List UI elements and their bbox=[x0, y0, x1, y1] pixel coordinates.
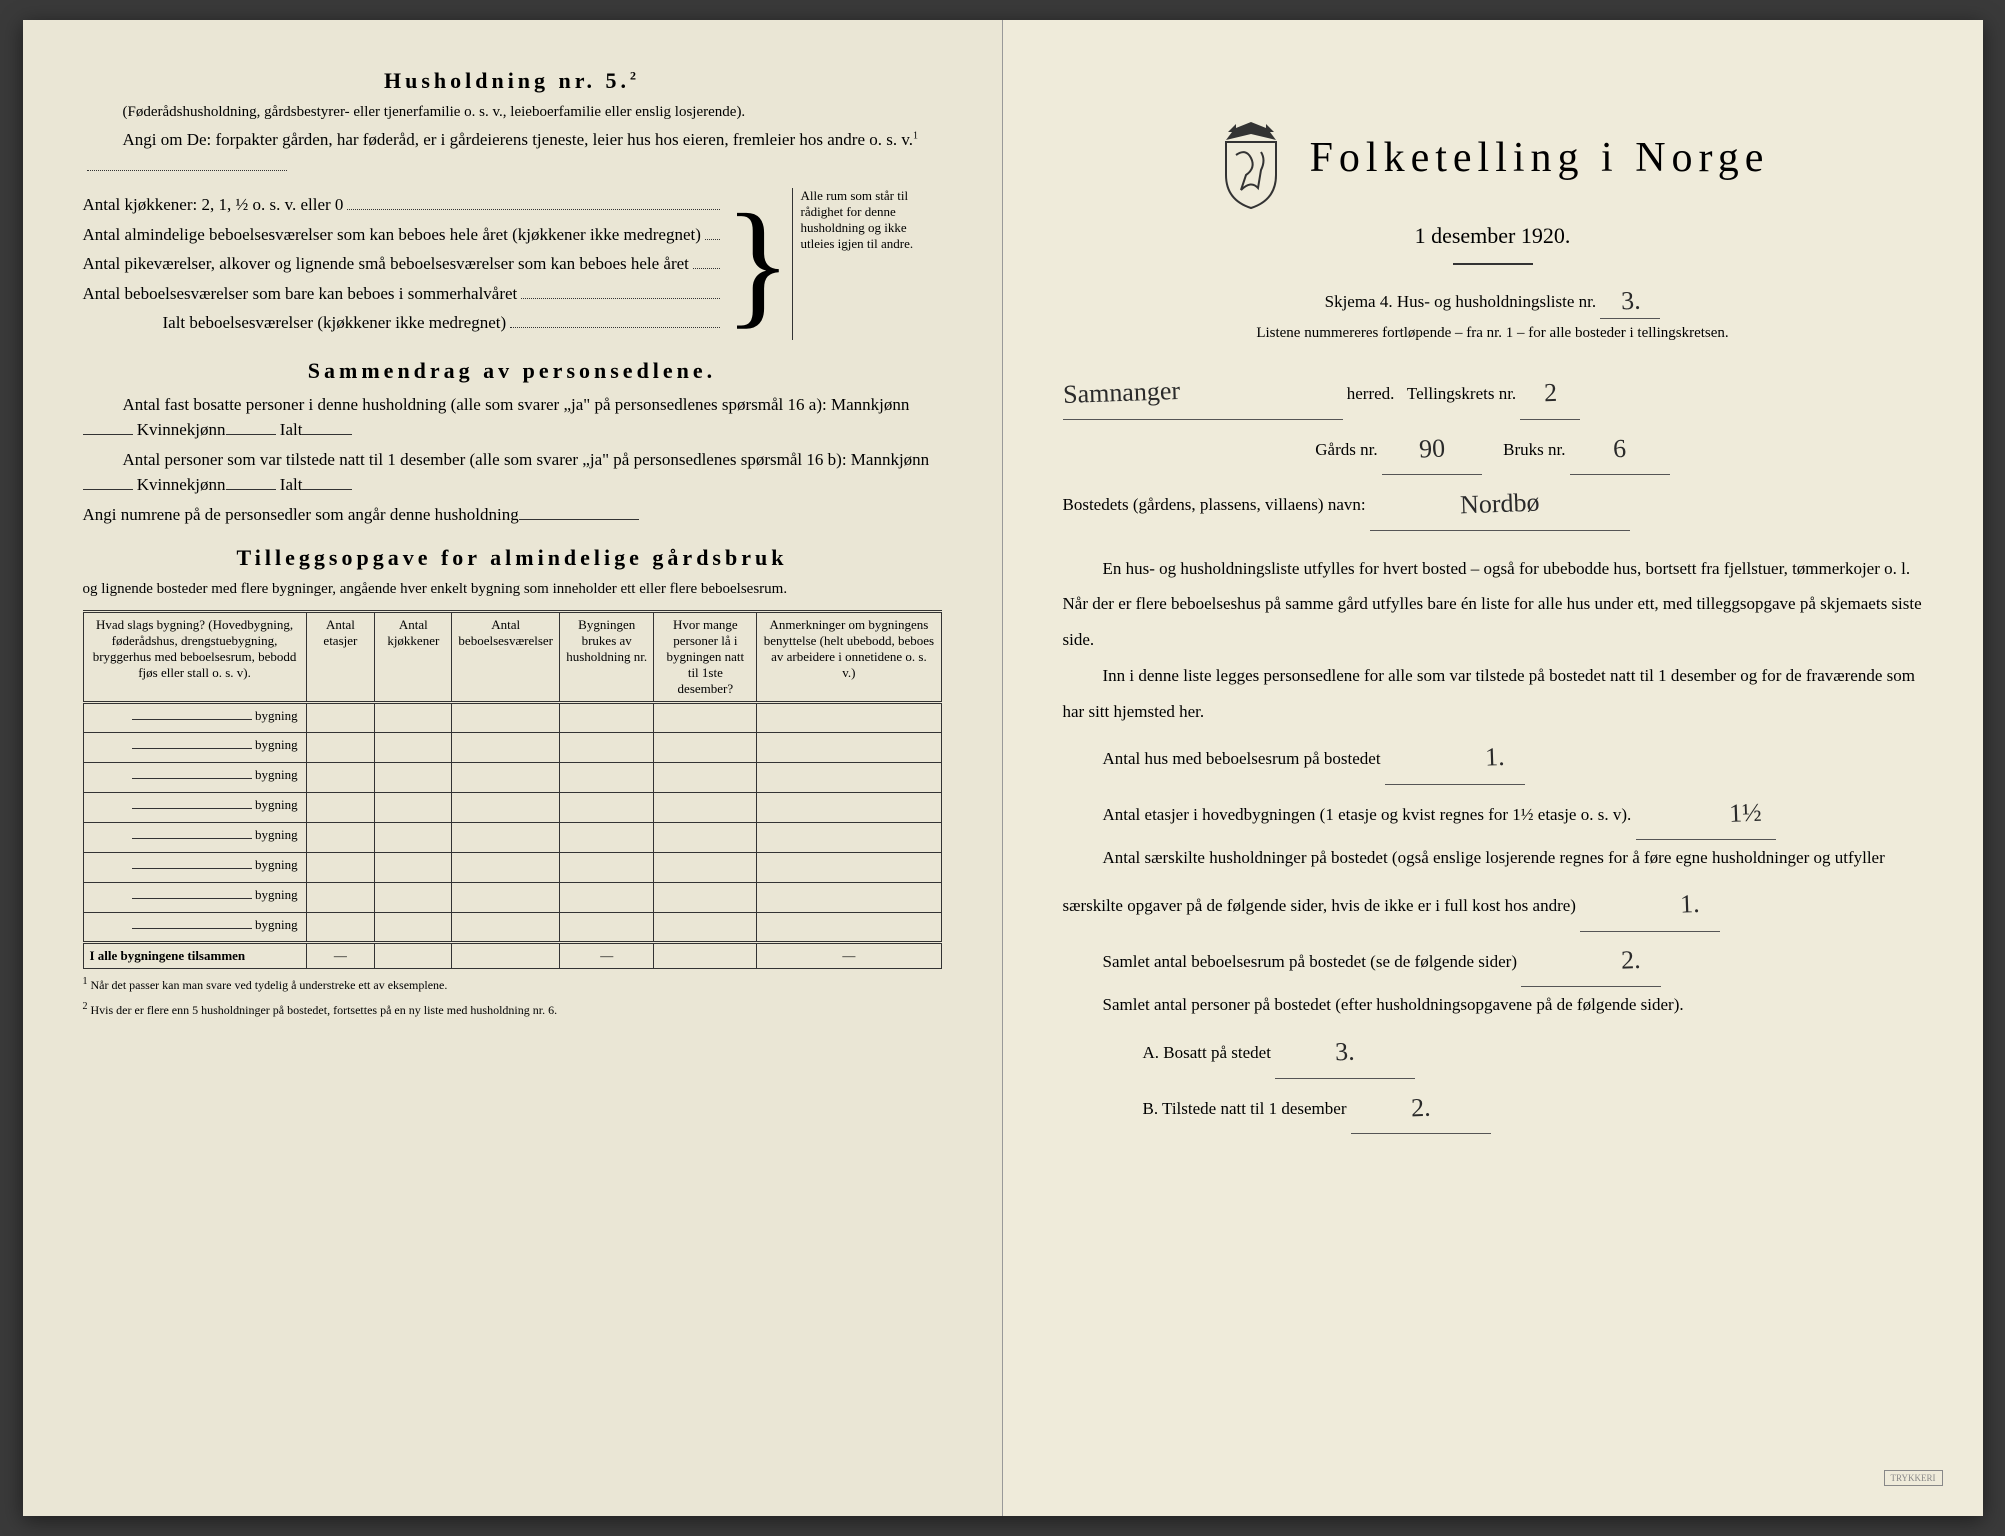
row-building-label: bygning bbox=[83, 913, 306, 943]
farm-table: Hvad slags bygning? (Hovedbygning, føder… bbox=[83, 610, 942, 969]
hus-line: Antal hus med beboelsesrum på bostedet 1… bbox=[1063, 729, 1923, 785]
rooms-alcove-label: Antal pikeværelser, alkover og lignende … bbox=[83, 251, 689, 277]
herred-line: Samnanger herred. Tellingskrets nr. 2 bbox=[1063, 364, 1923, 420]
table-row: bygning bbox=[83, 733, 941, 763]
summary-line1: Antal fast bosatte personer i denne hush… bbox=[83, 392, 942, 443]
persons-line: Samlet antal personer på bostedet (efter… bbox=[1063, 987, 1923, 1023]
hus-value: 1. bbox=[1444, 730, 1505, 787]
col-floors: Antal etasjer bbox=[306, 612, 375, 703]
rooms-total-label: Ialt beboelsesværelser (kjøkkener ikke m… bbox=[163, 310, 507, 336]
row-building-label: bygning bbox=[83, 733, 306, 763]
document-spread: Husholdning nr. 5.2 (Føderådshusholdning… bbox=[23, 20, 1983, 1516]
list-note: Listene nummereres fortløpende – fra nr.… bbox=[1063, 323, 1923, 344]
angi-line: Angi om De: forpakter gården, har føderå… bbox=[83, 127, 942, 178]
paragraph2: Inn i denne liste legges personsedlene f… bbox=[1063, 658, 1923, 729]
right-page: Folketelling i Norge 1 desember 1920. Sk… bbox=[1003, 20, 1983, 1516]
footnote2: 2 Hvis der er flere enn 5 husholdninger … bbox=[83, 1000, 942, 1019]
table-row: bygning bbox=[83, 823, 941, 853]
brace-note: Alle rum som står til rådighet for denne… bbox=[792, 188, 942, 340]
table-row: bygning bbox=[83, 883, 941, 913]
row-building-label: bygning bbox=[83, 853, 306, 883]
hush-value: 1. bbox=[1640, 877, 1701, 934]
title-rule bbox=[1453, 263, 1533, 265]
gards-value: 90 bbox=[1418, 421, 1446, 476]
summary-line3: Angi numrene på de personsedler som angå… bbox=[83, 502, 942, 528]
row-building-label: bygning bbox=[83, 793, 306, 823]
footnote1: 1 Når det passer kan man svare ved tydel… bbox=[83, 975, 942, 994]
title-block: Folketelling i Norge 1 desember 1920. bbox=[1063, 120, 1923, 265]
farm-title: Tilleggsopgave for almindelige gårdsbruk bbox=[83, 545, 942, 571]
row-building-label: bygning bbox=[83, 763, 306, 793]
table-row: bygning bbox=[83, 703, 941, 733]
etasjer-value: 1½ bbox=[1688, 786, 1762, 843]
b-line: B. Tilstede natt til 1 desember 2. bbox=[1063, 1079, 1923, 1135]
household5-title: Husholdning nr. 5.2 bbox=[83, 68, 942, 94]
col-building-type: Hvad slags bygning? (Hovedbygning, føder… bbox=[83, 612, 306, 703]
row-building-label: bygning bbox=[83, 703, 306, 733]
krets-value: 2 bbox=[1543, 366, 1558, 421]
bosted-line: Bostedets (gårdens, plassens, villaens) … bbox=[1063, 475, 1923, 531]
col-kitchens: Antal kjøkkener bbox=[375, 612, 452, 703]
form-nr-value: 3. bbox=[1620, 281, 1641, 321]
table-row: bygning bbox=[83, 763, 941, 793]
col-persons-night: Hvor mange personer lå i bygningen natt … bbox=[654, 612, 757, 703]
gards-line: Gårds nr. 90 Bruks nr. 6 bbox=[1063, 420, 1923, 476]
b-value: 2. bbox=[1410, 1080, 1431, 1135]
col-remarks: Anmerkninger om bygningens benyttelse (h… bbox=[757, 612, 941, 703]
form-line: Skjema 4. Hus- og husholdningsliste nr. … bbox=[1063, 279, 1923, 319]
left-page: Husholdning nr. 5.2 (Føderådshusholdning… bbox=[23, 20, 1003, 1516]
row-building-label: bygning bbox=[83, 883, 306, 913]
rooms-line: Samlet antal beboelsesrum på bostedet (s… bbox=[1063, 932, 1923, 988]
printer-stamp: TRYKKERI bbox=[1884, 1470, 1943, 1486]
row-building-label: bygning bbox=[83, 823, 306, 853]
kitchens-label: Antal kjøkkener: 2, 1, ½ o. s. v. eller … bbox=[83, 192, 344, 218]
etasjer-line: Antal etasjer i hovedbygningen (1 etasje… bbox=[1063, 785, 1923, 841]
main-title: Folketelling i Norge bbox=[1310, 135, 1770, 181]
table-row: bygning bbox=[83, 793, 941, 823]
herred-value: Samnanger bbox=[1062, 364, 1181, 423]
rooms-summer-label: Antal beboelsesværelser som bare kan beb… bbox=[83, 281, 518, 307]
table-row: bygning bbox=[83, 853, 941, 883]
bruks-value: 6 bbox=[1612, 421, 1627, 476]
coat-of-arms-icon bbox=[1216, 120, 1286, 215]
household5-sub: (Føderådshusholdning, gårdsbestyrer- ell… bbox=[83, 102, 942, 123]
a-line: A. Bosatt på stedet 3. bbox=[1063, 1023, 1923, 1079]
a-value: 3. bbox=[1335, 1025, 1356, 1080]
rooms-block: Antal kjøkkener: 2, 1, ½ o. s. v. eller … bbox=[83, 188, 942, 340]
title-date: 1 desember 1920. bbox=[1063, 223, 1923, 249]
total-row-label: I alle bygningene tilsammen bbox=[83, 943, 306, 969]
summary-title: Sammendrag av personsedlene. bbox=[83, 358, 942, 384]
bosted-value: Nordbø bbox=[1459, 476, 1540, 533]
rooms-allyear-label: Antal almindelige beboelsesværelser som … bbox=[83, 222, 701, 248]
farm-sub: og lignende bosteder med flere bygninger… bbox=[83, 579, 942, 600]
col-rooms: Antal beboelsesværelser bbox=[452, 612, 560, 703]
summary-line2: Antal personer som var tilstede natt til… bbox=[83, 447, 942, 498]
table-row: bygning bbox=[83, 913, 941, 943]
col-household-use: Bygningen brukes av husholdning nr. bbox=[560, 612, 654, 703]
brace-icon: } bbox=[724, 194, 791, 334]
paragraph1: En hus- og husholdningsliste utfylles fo… bbox=[1063, 551, 1923, 658]
rooms-value: 2. bbox=[1581, 933, 1642, 990]
hush-line: Antal særskilte husholdninger på bostede… bbox=[1063, 840, 1923, 931]
